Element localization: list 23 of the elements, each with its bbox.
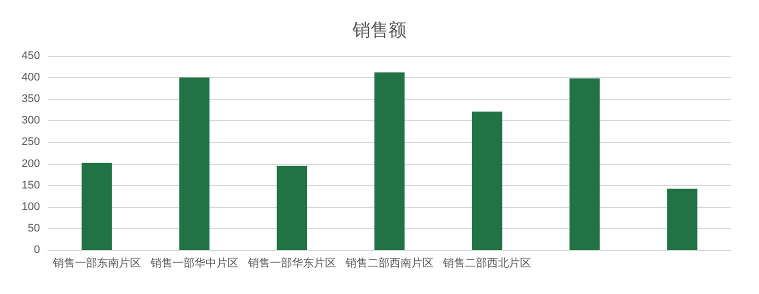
bar	[570, 78, 600, 250]
y-tick-label: 250	[22, 136, 40, 148]
y-tick-label: 100	[22, 200, 40, 213]
bar	[179, 78, 210, 250]
y-tick-label: 200	[22, 158, 40, 170]
y-tick-label: 350	[22, 93, 40, 106]
x-tick-label: 销售一部华东片区	[246, 256, 336, 270]
bar	[667, 188, 698, 250]
x-tick-label: 销售一部华中片区	[149, 256, 238, 270]
chart-title: 销售额	[352, 20, 406, 40]
y-tick-label: 0	[34, 244, 40, 256]
bar	[472, 112, 502, 250]
bar	[82, 162, 112, 250]
bar	[374, 72, 405, 250]
y-tick-label: 400	[22, 72, 40, 84]
y-tick-label: 300	[22, 114, 40, 127]
bar	[276, 166, 308, 250]
y-tick-label: 150	[22, 179, 40, 192]
x-tick-label: 销售一部东南片区	[52, 256, 141, 270]
y-tick-label: 450	[22, 50, 40, 62]
y-tick-label: 50	[28, 222, 40, 234]
x-tick-label: 销售二部西北片区	[442, 256, 532, 270]
x-tick-label: 销售二部西南片区	[344, 256, 434, 270]
